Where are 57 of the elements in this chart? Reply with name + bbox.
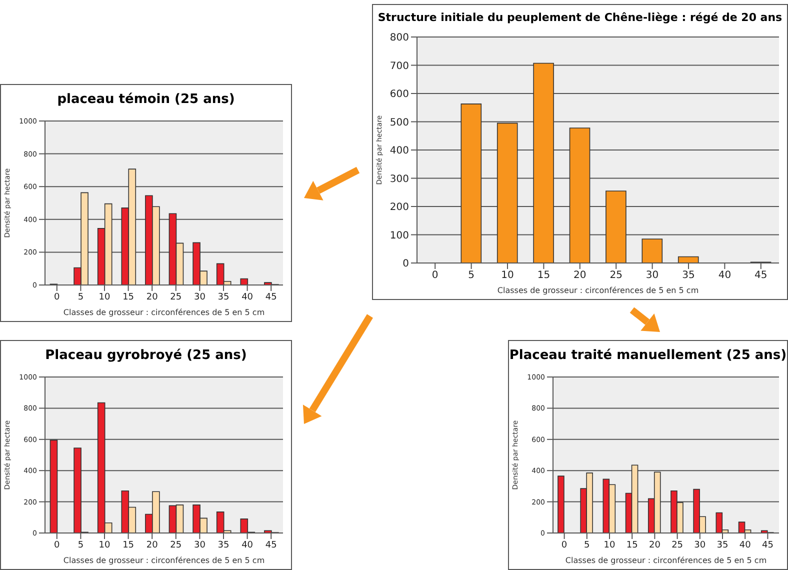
x-tick-label: 20 — [574, 270, 586, 282]
x-tick-label: 0 — [54, 540, 60, 550]
x-tick-label: 10 — [604, 540, 616, 550]
chart-title: Placeau traité manuellement (25 ans) — [509, 347, 787, 365]
x-tick-label: 15 — [626, 540, 638, 550]
y-tick-label: 200 — [390, 202, 409, 214]
x-tick-label: 0 — [432, 270, 438, 282]
x-tick-label: 35 — [218, 292, 230, 302]
x-tick-label: 5 — [78, 292, 84, 302]
x-tick-label: 30 — [694, 540, 706, 550]
x-tick-label: 20 — [146, 292, 158, 302]
x-tick-label: 25 — [672, 540, 684, 550]
x-tick-label: 0 — [561, 540, 568, 550]
chart-title: Structure initiale du peuplement de Chêne-liège : régé de 20 ans — [376, 10, 784, 26]
x-tick-label: 30 — [194, 292, 206, 302]
x-tick-label: 25 — [610, 270, 622, 282]
x-tick-label: 40 — [242, 540, 254, 550]
y-tick-label: 100 — [390, 230, 409, 242]
chart-title: placeau témoin (25 ans) — [56, 91, 236, 109]
x-tick-label: 5 — [78, 540, 84, 550]
x-tick-label: 10 — [98, 540, 110, 550]
x-tick-label: 10 — [98, 292, 110, 302]
x-tick-label: 15 — [122, 292, 134, 302]
x-tick-label: 20 — [648, 540, 661, 550]
x-tick-label: 40 — [718, 270, 732, 282]
x-tick-label: 45 — [762, 540, 774, 550]
y-tick-label: 0 — [402, 258, 409, 270]
y-tick-label: 500 — [390, 117, 409, 128]
x-tick-label: 35 — [682, 270, 695, 282]
y-tick-label: 800 — [390, 32, 409, 44]
x-tick-label: 15 — [122, 540, 134, 550]
y-tick-label: 700 — [390, 60, 409, 72]
x-tick-label: 25 — [170, 292, 182, 302]
x-tick-label: 30 — [646, 270, 659, 282]
x-axis-title: Classes de grosseur : circonférences de 5 en 5 cm — [63, 308, 265, 317]
chart-title: Placeau gyrobroyé (25 ans) — [44, 347, 248, 365]
x-axis-title: Classes de grosseur : circonférences de 5 en 5 cm — [497, 286, 699, 295]
x-axis-title: Classes de grosseur : circonférences de 5 en 5 cm — [63, 556, 265, 565]
x-tick-label: 45 — [754, 270, 768, 282]
x-tick-label: 0 — [54, 292, 60, 302]
x-tick-label: 30 — [194, 540, 206, 550]
x-tick-label: 10 — [501, 270, 514, 282]
y-tick-label: 400 — [390, 146, 409, 157]
x-tick-label: 35 — [716, 540, 728, 550]
x-tick-label: 5 — [584, 540, 590, 550]
x-axis-title: Classes de grosseur : circonférences de 5 en 5 cm — [565, 556, 767, 565]
x-tick-label: 35 — [218, 540, 230, 550]
x-tick-label: 40 — [242, 292, 254, 302]
y-tick-label: 600 — [390, 89, 409, 100]
x-tick-label: 15 — [537, 270, 550, 282]
x-tick-label: 45 — [265, 540, 277, 550]
x-tick-label: 40 — [739, 540, 752, 550]
x-tick-label: 45 — [265, 292, 277, 302]
x-tick-label: 20 — [146, 540, 158, 550]
y-tick-label: 300 — [390, 174, 409, 185]
x-tick-label: 25 — [170, 540, 182, 550]
x-tick-label: 5 — [468, 270, 474, 282]
